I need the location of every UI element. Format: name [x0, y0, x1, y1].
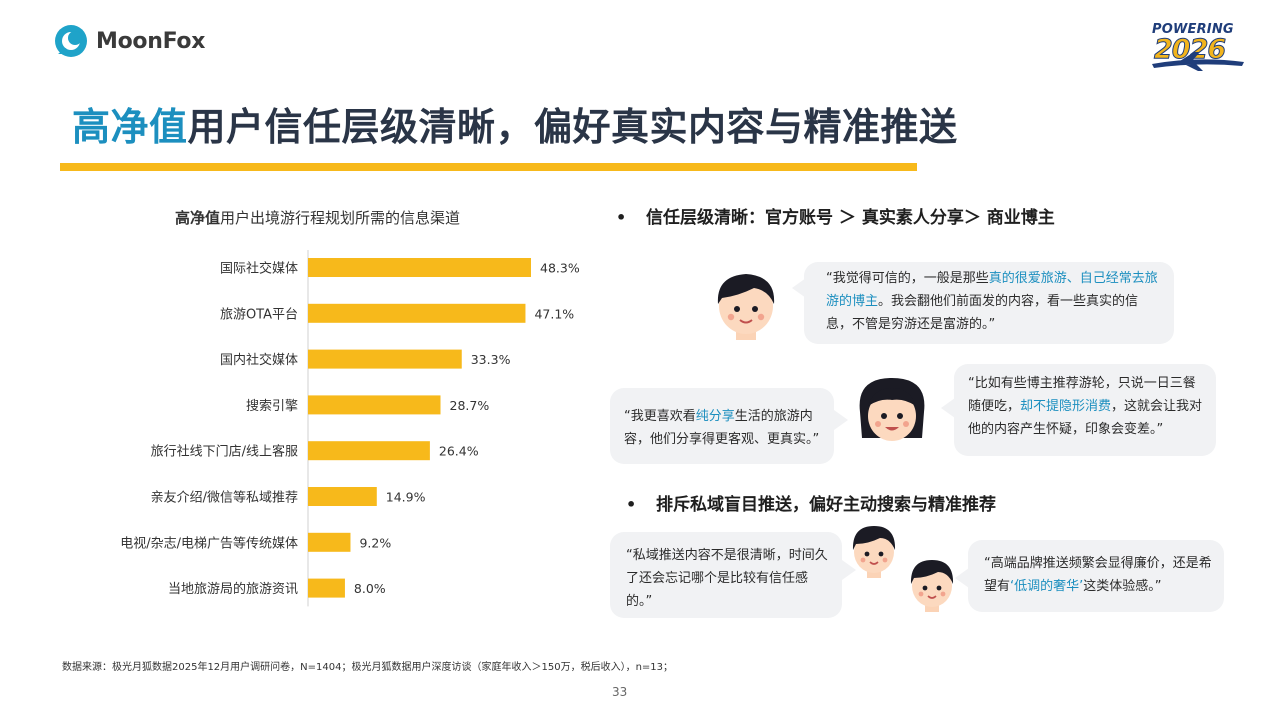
- boy-avatar-icon: [910, 560, 954, 612]
- bar: [308, 258, 531, 277]
- quote3-post: ，这就会让我对他的内容产生怀疑，印象会变差。”: [968, 399, 1203, 437]
- quote-bubble-1: “我觉得可信的，一般是那些真的很爱旅游、自己经常去旅游的博主。我会翻他们前面发的…: [804, 262, 1174, 344]
- quote5-highlight: ‘低调的奢华’: [1010, 579, 1084, 594]
- bubble-tail: [955, 568, 969, 588]
- data-source-note: 数据来源：极光月狐数据2025年12月用户调研问卷，N=1404；极光月狐数据用…: [62, 662, 674, 673]
- quote-bubble-2: “我更喜欢看纯分享生活的旅游内容，他们分享得更客观、更真实。”: [610, 388, 834, 464]
- girl-avatar-icon: [859, 378, 925, 441]
- category-label: 搜索引擎: [246, 399, 298, 414]
- value-label: 28.7%: [450, 398, 490, 413]
- quote5-post: 这类体验感。”: [1083, 579, 1162, 594]
- category-label: 国内社交媒体: [220, 352, 298, 368]
- value-label: 8.0%: [354, 581, 386, 596]
- bar: [308, 532, 351, 552]
- quote1-pre: “我觉得可信的，一般是那些: [826, 271, 989, 286]
- boy-avatar-icon: [717, 274, 775, 340]
- value-label: 9.2%: [359, 535, 391, 550]
- category-label: 旅游OTA平台: [220, 307, 298, 322]
- quote5-pre: “高端品牌推送频繁会显得廉价，还是希望有: [984, 556, 1212, 594]
- category-label: 电视/杂志/电梯广告等传统媒体: [120, 535, 298, 551]
- section1-heading-text: 信任层级清晰：官方账号 ＞ 真实素人分享＞ 商业博主: [646, 208, 1055, 228]
- moonfox-logo-icon: [55, 25, 87, 57]
- bar: [308, 395, 441, 415]
- value-label: 47.1%: [534, 306, 574, 321]
- value-label: 14.9%: [386, 490, 426, 505]
- bar-chart: 国际社交媒体 48.3% 旅游OTA平台 47.1% 国内社交媒体 33.3% 搜索引擎 28…: [120, 250, 580, 607]
- quote2-pre: “我更喜欢看: [624, 409, 696, 424]
- event-line1: POWERING: [1152, 22, 1234, 37]
- bubble-tail: [792, 278, 806, 298]
- bubble-tail: [842, 560, 856, 580]
- quote3-highlight: 却不提隐形消费: [1020, 399, 1112, 414]
- quote3-pre: “比如有些博主推荐游轮，只说一日三餐随便吃，: [968, 376, 1196, 414]
- powering-2026-badge: POWERING 2026: [1150, 20, 1246, 72]
- category-label: 国际社交媒体: [220, 261, 298, 277]
- bullet-dot: •: [616, 208, 627, 227]
- title-underline: [60, 163, 917, 171]
- page-title-rest: 用户信任层级清晰，偏好真实内容与精准推送: [187, 105, 958, 149]
- boy-avatar-icon: [852, 526, 896, 578]
- bar: [308, 487, 377, 506]
- bullet-dot: •: [626, 495, 637, 514]
- bar: [308, 303, 526, 323]
- section2-heading: • 排斥私域盲目推送，偏好主动搜索与精准推荐: [626, 490, 996, 515]
- chart-title-rest: 用户出境游行程规划所需的信息渠道: [220, 209, 461, 227]
- section2-heading-text: 排斥私域盲目推送，偏好主动搜索与精准推荐: [656, 495, 996, 515]
- page-title: 高净值用户信任层级清晰，偏好真实内容与精准推送: [72, 96, 958, 151]
- quote2-post: 生活的旅游内容，他们分享得更客观、更真实。”: [624, 409, 820, 447]
- value-label: 33.3%: [471, 352, 511, 367]
- quote2-highlight: 纯分享: [695, 409, 735, 424]
- chart-title: 高净值用户出境游行程规划所需的信息渠道: [175, 207, 460, 228]
- chart-title-bold: 高净值: [175, 209, 221, 227]
- airplane-icon: [1152, 52, 1244, 71]
- bar: [308, 441, 430, 461]
- page-number: 33: [612, 685, 628, 699]
- logo-text: MoonFox: [96, 28, 206, 54]
- category-label: 当地旅游局的旅游资讯: [168, 581, 298, 597]
- bar: [308, 578, 345, 598]
- value-label: 48.3%: [540, 261, 580, 276]
- bubble-tail: [941, 398, 955, 418]
- quote1-post: 。我会翻他们前面发的内容，看一些真实的信息，不管是穷游还是富游的。”: [826, 294, 1139, 332]
- value-label: 26.4%: [439, 444, 479, 459]
- quote4-text: “私域推送内容不是很清晰，时间久了还会忘记哪个是比较有信任感的。”: [626, 548, 828, 609]
- page-title-highlight: 高净值: [72, 105, 188, 149]
- quote-bubble-5: “高端品牌推送频繁会显得廉价，还是希望有‘低调的奢华’这类体验感。”: [968, 540, 1224, 612]
- quote1-highlight: 真的很爱旅游、自己经常去旅游的博主: [826, 271, 1158, 309]
- moonfox-logo: MoonFox: [54, 24, 205, 58]
- bubble-tail: [834, 410, 848, 430]
- quote-bubble-3: “比如有些博主推荐游轮，只说一日三餐随便吃，却不提隐形消费，这就会让我对他的内容…: [954, 364, 1216, 456]
- section1-heading: • 信任层级清晰：官方账号 ＞ 真实素人分享＞ 商业博主: [616, 203, 1055, 228]
- bar: [308, 349, 462, 369]
- category-label: 亲友介绍/微信等私域推荐: [151, 490, 298, 506]
- quote-bubble-4: “私域推送内容不是很清晰，时间久了还会忘记哪个是比较有信任感的。”: [610, 532, 842, 618]
- category-label: 旅行社线下门店/线上客服: [151, 444, 298, 460]
